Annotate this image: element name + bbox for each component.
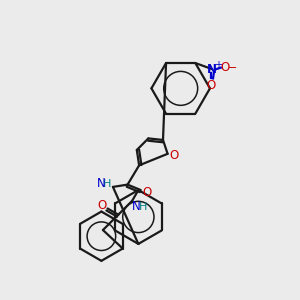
Text: O: O [206,79,215,92]
Text: N: N [132,200,140,213]
Text: O: O [220,61,229,74]
Text: H: H [139,202,147,212]
Text: N: N [97,177,106,190]
Text: O: O [98,199,107,212]
Text: −: − [228,63,237,73]
Text: O: O [142,186,152,199]
Text: O: O [169,149,178,162]
Text: H: H [103,179,111,189]
Text: N: N [207,63,217,76]
Text: +: + [214,60,222,70]
